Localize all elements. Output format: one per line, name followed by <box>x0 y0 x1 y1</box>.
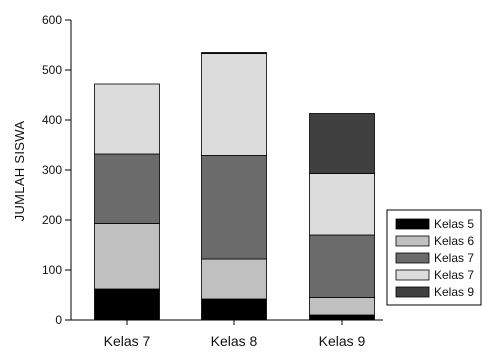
legend-items: Kelas 5 Kelas 6 Kelas 7 Kelas 7 Kelas 9 <box>395 217 474 299</box>
legend-swatch <box>395 286 430 298</box>
x-category-label: Kelas 9 <box>319 333 366 349</box>
y-tick-label: 100 <box>42 263 62 277</box>
y-tick-label: 400 <box>42 113 62 127</box>
bar-segment <box>309 173 375 236</box>
bar-segment <box>94 288 160 321</box>
bar-segment <box>309 113 375 174</box>
legend-swatch <box>395 269 430 281</box>
y-ticks: 0 100 200 300 400 500 600 <box>42 13 71 327</box>
bar-segment <box>94 223 160 290</box>
legend-swatch <box>395 252 430 264</box>
bar-segment <box>201 298 267 321</box>
legend-label: Kelas 6 <box>434 234 474 248</box>
legend-label: Kelas 7 <box>434 268 474 282</box>
bars-layer <box>94 52 375 321</box>
x-category-label: Kelas 8 <box>211 333 258 349</box>
x-categories: Kelas 7 Kelas 8 Kelas 9 <box>104 320 366 349</box>
bar-segment <box>201 258 267 300</box>
legend-swatch <box>395 235 430 247</box>
legend: Kelas 5 Kelas 6 Kelas 7 Kelas 7 Kelas 9 <box>386 209 482 306</box>
legend-label: Kelas 9 <box>434 285 474 299</box>
y-tick-label: 300 <box>42 163 62 177</box>
legend-swatch <box>395 218 430 230</box>
bar-segment <box>309 234 375 298</box>
x-category-label: Kelas 7 <box>104 333 151 349</box>
y-tick-label: 500 <box>42 63 62 77</box>
legend-label: Kelas 7 <box>434 251 474 265</box>
y-axis-title: JUMLAH SISWA <box>12 121 27 222</box>
y-tick-label: 0 <box>55 313 62 327</box>
legend-label: Kelas 5 <box>434 217 474 231</box>
y-tick-label: 200 <box>42 213 62 227</box>
bar-segment <box>309 297 375 316</box>
bar-segment <box>201 155 267 260</box>
bar-segment <box>94 83 160 155</box>
y-tick-label: 600 <box>42 13 62 27</box>
bar-segment <box>94 153 160 224</box>
bar-segment <box>201 52 267 54</box>
bar-segment <box>309 314 375 321</box>
bar-segment <box>201 53 267 156</box>
